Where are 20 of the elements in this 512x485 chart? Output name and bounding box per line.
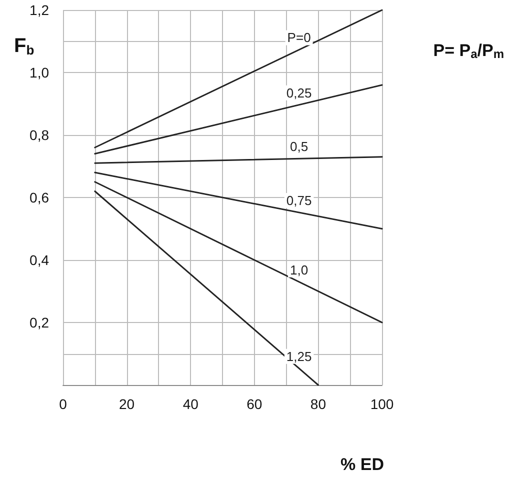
x-tick-label: 100 <box>370 396 394 412</box>
y-tick-label: 1,0 <box>30 64 50 80</box>
x-tick-label: 60 <box>246 396 262 412</box>
y-tick-label: 0,8 <box>30 127 50 143</box>
x-tick-label: 0 <box>59 396 68 412</box>
series-label: 0,25 <box>286 85 312 100</box>
x-tick-label: 40 <box>182 396 199 412</box>
x-tick-label: 20 <box>119 396 135 412</box>
y-tick-label: 0,2 <box>30 314 50 330</box>
series-label: 0,5 <box>290 139 308 154</box>
y-tick-label: 0,6 <box>30 190 50 206</box>
x-axis-title: % ED <box>340 455 384 474</box>
x-tick-label: 80 <box>310 396 326 412</box>
series-label: 1,25 <box>286 348 312 364</box>
series-label: 0,75 <box>286 193 312 208</box>
y-tick-label: 0,4 <box>30 252 50 268</box>
series-label: 1,0 <box>290 262 308 278</box>
y-tick-label: 1,2 <box>30 2 50 18</box>
y-axis-title: Fb <box>14 35 34 58</box>
series-label: P=0 <box>287 30 311 46</box>
